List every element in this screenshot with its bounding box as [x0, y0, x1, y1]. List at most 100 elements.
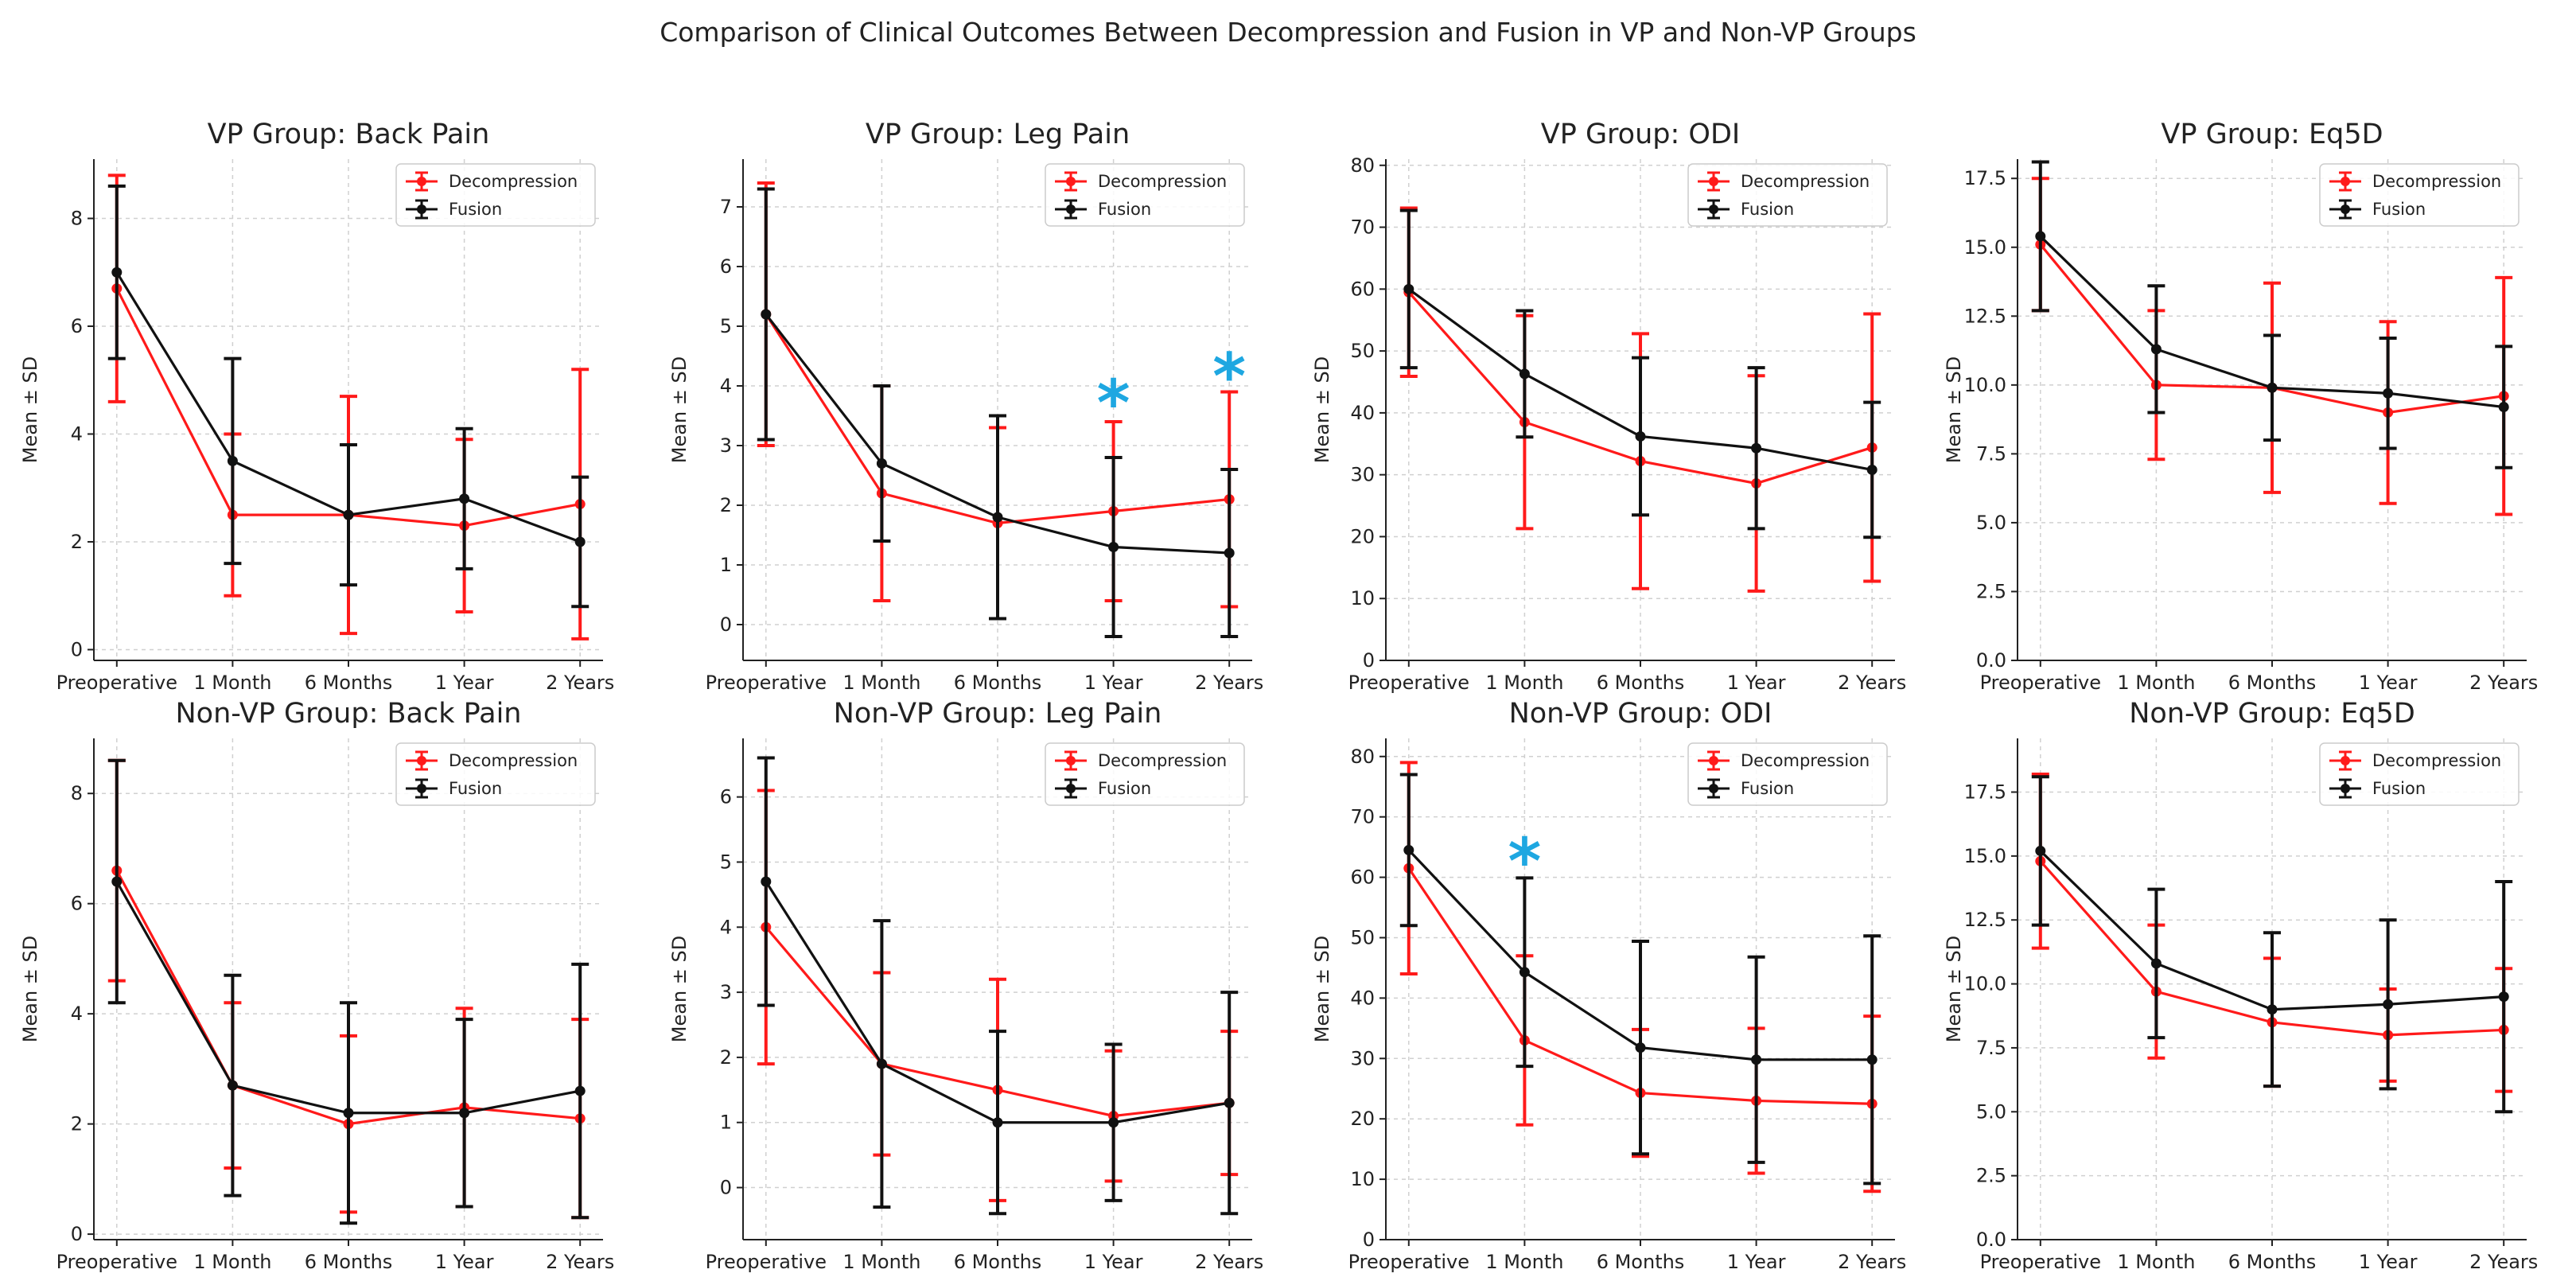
y-axis-label: Mean ± SD	[668, 356, 691, 463]
y-tick-label: 20	[1350, 525, 1375, 547]
legend-marker-0	[1066, 177, 1076, 186]
point-fusion-1	[1519, 967, 1530, 978]
significance-star-0: *	[1097, 367, 1130, 441]
point-fusion-2	[1635, 430, 1646, 442]
legend: Decompression Fusion	[395, 742, 596, 806]
panel-4: 0.0 2.5 5.0 7.5 10.0 12.5 15.0 17.5 Preoperative…	[1943, 119, 2538, 694]
y-tick-label: 7.5	[1976, 442, 2006, 465]
y-tick-label: 20	[1350, 1108, 1375, 1130]
y-axis-label: Mean ± SD	[19, 356, 41, 463]
panel-7: 0 10 20 30 40 50 60 70 80 Preoperative 1 Month 6 Mo…	[1311, 698, 1906, 1273]
x-tick-label: 1 Year	[435, 672, 494, 694]
y-tick-label: 0	[71, 638, 83, 660]
point-fusion-4	[1224, 547, 1235, 559]
x-tick-label: 2 Years	[1838, 672, 1906, 694]
point-fusion-0	[2035, 845, 2046, 856]
x-tick-label: 1 Year	[1727, 1251, 1786, 1273]
x-tick-label: 2 Years	[546, 672, 614, 694]
legend-marker-1	[1066, 204, 1076, 214]
y-tick-label: 12.5	[1964, 909, 2006, 931]
y-axis-label: Mean ± SD	[668, 936, 691, 1042]
point-fusion-1	[2150, 344, 2162, 355]
point-fusion-0	[111, 267, 123, 278]
legend: Decompression Fusion	[2319, 742, 2520, 806]
y-tick-label: 0	[720, 613, 732, 636]
x-tick-label: 1 Month	[842, 672, 920, 694]
y-tick-label: 8	[71, 782, 83, 804]
x-tick-label: 6 Months	[1597, 1251, 1685, 1273]
y-tick-label: 80	[1350, 746, 1375, 768]
point-fusion-1	[876, 1058, 887, 1069]
x-tick-label: 1 Month	[193, 1251, 271, 1273]
x-tick-label: Preoperative	[1980, 1251, 2101, 1273]
x-tick-label: 1 Year	[1727, 672, 1786, 694]
panel-8: 0.0 2.5 5.0 7.5 10.0 12.5 15.0 17.5 Preoperative…	[1943, 698, 2538, 1273]
y-tick-label: 0.0	[1976, 1229, 2006, 1251]
significance-star-0: *	[1508, 824, 1541, 898]
legend-label-1: Fusion	[1741, 779, 1794, 798]
y-tick-label: 8	[71, 208, 83, 230]
x-tick-label: Preoperative	[1348, 1251, 1469, 1273]
point-fusion-0	[111, 876, 123, 887]
legend-label-1: Fusion	[1098, 779, 1151, 798]
legend-marker-0	[417, 177, 426, 186]
x-tick-label: 2 Years	[2469, 1251, 2538, 1273]
x-tick-label: 6 Months	[1597, 672, 1685, 694]
y-tick-label: 4	[71, 422, 83, 445]
x-tick-label: Preoperative	[56, 672, 177, 694]
x-tick-label: 1 Year	[2359, 1251, 2418, 1273]
x-tick-label: 6 Months	[2228, 1251, 2317, 1273]
y-tick-label: 3	[720, 981, 732, 1003]
point-fusion-3	[459, 1108, 470, 1119]
point-fusion-4	[2498, 402, 2509, 413]
y-tick-label: 0	[1363, 649, 1375, 672]
x-tick-label: Preoperative	[706, 1251, 827, 1273]
legend-label-1: Fusion	[1098, 200, 1151, 219]
legend-marker-1	[417, 784, 426, 793]
panel-5: 0 2 4 6 8 Preoperative 1 Month 6 Months 1 Year 2 …	[19, 698, 614, 1273]
panel-3: 0 10 20 30 40 50 60 70 80 Preoperative 1 Month 6 Mo…	[1311, 119, 1906, 694]
y-tick-label: 2.5	[1976, 580, 2006, 602]
legend-marker-0	[417, 756, 426, 765]
x-tick-label: 1 Year	[1084, 1251, 1143, 1273]
y-tick-label: 10.0	[1964, 374, 2006, 396]
y-tick-label: 0	[71, 1223, 83, 1245]
x-tick-label: 1 Month	[2117, 1251, 2195, 1273]
legend-label-1: Fusion	[2372, 779, 2426, 798]
legend-marker-1	[2341, 784, 2350, 793]
panel-title: VP Group: Eq5D	[2161, 119, 2383, 150]
y-tick-label: 2	[71, 531, 83, 553]
point-fusion-2	[992, 512, 1003, 523]
y-tick-label: 1	[720, 1112, 732, 1134]
x-tick-label: 2 Years	[546, 1251, 614, 1273]
legend-label-1: Fusion	[449, 779, 502, 798]
point-fusion-1	[227, 1080, 238, 1091]
y-axis-label: Mean ± SD	[1311, 356, 1333, 463]
legend: Decompression Fusion	[395, 163, 596, 227]
point-fusion-2	[343, 1108, 354, 1119]
y-axis-label: Mean ± SD	[19, 936, 41, 1042]
legend-marker-0	[1709, 756, 1718, 765]
legend-label-0: Decompression	[449, 172, 578, 191]
legend-marker-1	[1709, 784, 1718, 793]
legend-label-1: Fusion	[2372, 200, 2426, 219]
panel-title: Non-VP Group: Eq5D	[2129, 698, 2415, 730]
y-tick-label: 3	[720, 434, 732, 457]
legend-box	[1687, 742, 1888, 806]
y-tick-label: 40	[1350, 987, 1375, 1009]
x-tick-label: Preoperative	[1980, 672, 2101, 694]
y-tick-label: 7	[720, 196, 732, 218]
y-tick-label: 2.5	[1976, 1165, 2006, 1187]
y-tick-label: 17.5	[1964, 781, 2006, 804]
point-fusion-3	[1751, 1054, 1762, 1065]
point-fusion-3	[2383, 999, 2394, 1010]
series-fusion	[1399, 208, 1881, 539]
point-fusion-2	[2267, 1004, 2278, 1015]
y-tick-label: 10	[1350, 587, 1375, 609]
x-tick-label: 2 Years	[1195, 672, 1263, 694]
y-tick-label: 5	[720, 851, 732, 873]
x-tick-label: 2 Years	[2469, 672, 2538, 694]
point-fusion-3	[1108, 1117, 1119, 1128]
y-tick-label: 6	[71, 315, 83, 337]
y-tick-label: 17.5	[1964, 167, 2006, 189]
